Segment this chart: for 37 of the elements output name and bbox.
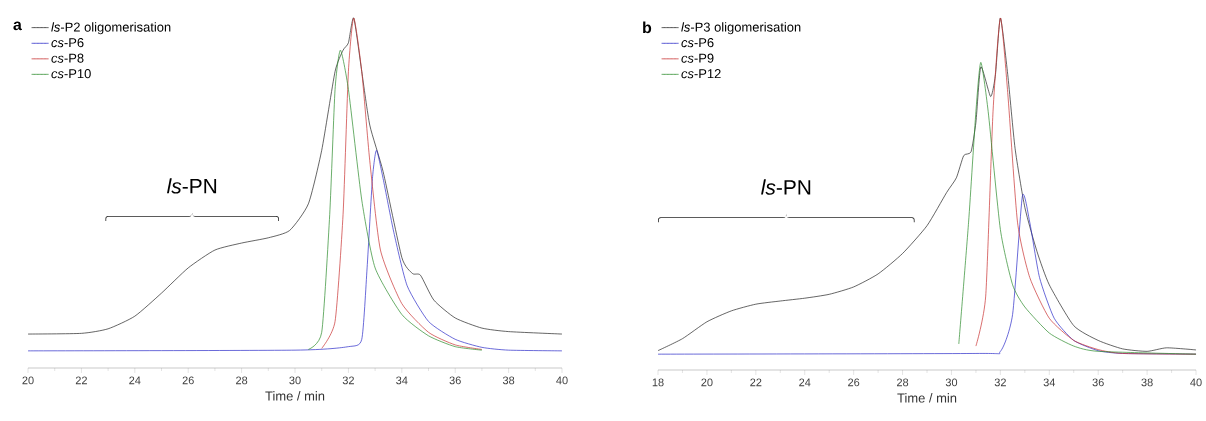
legend-label: cs-P6: [681, 38, 714, 48]
legend-label: cs-P9: [681, 53, 714, 63]
x-axis-title: Time / min: [897, 393, 957, 403]
x-tick-label: 38: [502, 376, 515, 385]
x-tick-label: 22: [750, 378, 762, 387]
x-tick-label: 20: [22, 376, 34, 385]
legend-label: ls-P2 oligomerisation: [51, 22, 171, 35]
chart-title: a: [13, 21, 22, 31]
x-tick-label: 26: [182, 376, 194, 385]
x-tick-label: 30: [289, 376, 301, 385]
legend-label: cs-P6: [51, 38, 84, 48]
chart-title: b: [643, 21, 652, 34]
x-tick-label: 26: [848, 378, 860, 387]
annotation: ls-PN: [761, 179, 811, 195]
x-tick-label: 36: [1092, 378, 1104, 387]
x-tick-label: 28: [236, 376, 248, 385]
x-tick-label: 30: [945, 378, 958, 387]
x-tick-label: 40: [556, 376, 568, 385]
x-tick-label: 32: [994, 378, 1006, 387]
x-tick-label: 28: [897, 378, 909, 387]
x-tick-label: 34: [1043, 378, 1056, 387]
x-tick-label: 22: [75, 376, 87, 385]
legend-label: cs-P8: [51, 53, 84, 63]
annotation: ls-PN: [166, 178, 217, 194]
x-tick-label: 24: [799, 378, 811, 387]
legend-label: ls-P3 oligomerisation: [681, 22, 801, 35]
x-tick-label: 36: [449, 376, 461, 385]
x-tick-label: 38: [1141, 378, 1153, 387]
legend-label: cs-P12: [681, 69, 721, 79]
x-axis-title: Time / min: [265, 391, 325, 401]
x-tick-label: 20: [701, 378, 713, 387]
x-tick-label: 40: [1190, 378, 1202, 387]
x-tick-label: 34: [396, 376, 408, 385]
x-tick-label: 18: [652, 378, 664, 387]
legend-label: cs-P10: [51, 69, 91, 79]
x-tick-label: 32: [342, 376, 354, 385]
x-tick-label: 24: [129, 376, 141, 385]
